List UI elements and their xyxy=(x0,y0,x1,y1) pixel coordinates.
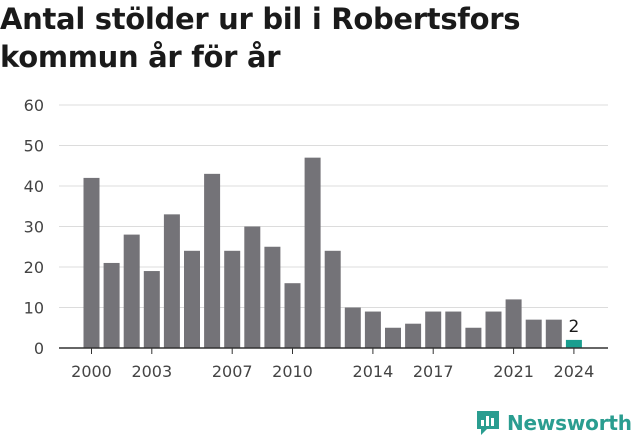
x-tick-label: 2010 xyxy=(272,362,313,381)
x-tick-label: 2014 xyxy=(353,362,394,381)
y-tick-label: 40 xyxy=(24,177,44,196)
bar-2020 xyxy=(485,311,502,348)
bar-2013 xyxy=(344,307,361,348)
bar-2015 xyxy=(385,327,401,348)
bar-chart-speech-bubble-icon xyxy=(477,411,499,435)
x-tick-label: 2021 xyxy=(493,362,534,381)
bar-2017 xyxy=(425,311,442,348)
chart-title-line-1: Antal stölder ur bil i Robertsfors xyxy=(0,2,521,36)
bar-2007 xyxy=(224,250,241,348)
x-tick-label: 2024 xyxy=(554,362,595,381)
y-axis-ticks: 0 10 20 30 40 50 60 xyxy=(24,96,44,358)
y-tick-label: 50 xyxy=(24,137,44,156)
x-tick-label: 2007 xyxy=(212,362,253,381)
bar-2004 xyxy=(163,214,180,348)
bar-2010 xyxy=(284,283,301,348)
bar-2019 xyxy=(465,327,482,348)
bars xyxy=(83,157,582,348)
bar-2014 xyxy=(364,311,381,348)
bar-2006 xyxy=(204,173,221,348)
y-tick-label: 20 xyxy=(24,258,44,277)
brand-name: Newsworthy xyxy=(507,411,631,435)
bar-2000 xyxy=(83,177,100,348)
bar-2022 xyxy=(525,319,542,348)
bar-2012 xyxy=(324,250,341,348)
bar-2005 xyxy=(184,250,200,348)
bar-2009 xyxy=(264,246,281,348)
bar-2021 xyxy=(505,299,522,348)
bar-2001 xyxy=(103,262,120,348)
newsworthy-logo: Newsworthy xyxy=(475,408,631,438)
chart-title: Antal stölder ur bil i Robertsfors kommu… xyxy=(0,0,631,76)
x-tick-label: 2017 xyxy=(413,362,454,381)
data-label-highlight: 2 xyxy=(568,317,579,337)
bar-2016 xyxy=(405,323,422,348)
x-axis: 2000 2003 2007 2010 2014 2017 2021 2024 xyxy=(59,347,608,381)
bar-2024 xyxy=(565,339,582,348)
y-tick-label: 30 xyxy=(24,218,44,237)
y-tick-label: 0 xyxy=(34,339,44,358)
y-tick-label: 60 xyxy=(24,96,44,115)
bar-2018 xyxy=(445,311,462,348)
y-tick-label: 10 xyxy=(24,299,44,318)
bar-2002 xyxy=(123,234,140,348)
chart-title-line-2: kommun år för år xyxy=(0,40,281,74)
bar-2003 xyxy=(143,271,160,348)
bar-2008 xyxy=(244,226,261,348)
bar-2023 xyxy=(545,319,562,348)
data-labels: 2 xyxy=(568,317,579,337)
bar-2011 xyxy=(304,157,321,348)
x-tick-label: 2000 xyxy=(71,362,112,381)
x-tick-label: 2003 xyxy=(131,362,172,381)
